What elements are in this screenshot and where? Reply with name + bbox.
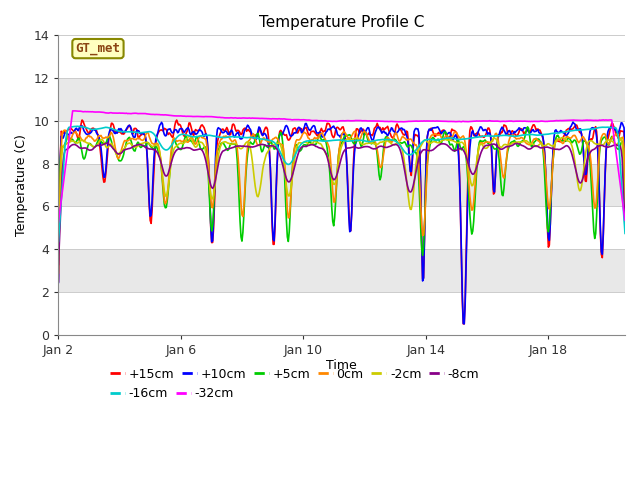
- Bar: [58, 121, 625, 164]
- X-axis label: Time: Time: [326, 360, 357, 372]
- Bar: [58, 36, 625, 78]
- Title: Temperature Profile C: Temperature Profile C: [259, 15, 424, 30]
- Bar: [58, 164, 625, 206]
- Text: GT_met: GT_met: [76, 42, 120, 55]
- Bar: [58, 206, 625, 249]
- Legend: -16cm, -32cm: -16cm, -32cm: [110, 387, 234, 400]
- Bar: [58, 78, 625, 121]
- Y-axis label: Temperature (C): Temperature (C): [15, 134, 28, 236]
- Bar: [58, 292, 625, 335]
- Bar: [58, 249, 625, 292]
